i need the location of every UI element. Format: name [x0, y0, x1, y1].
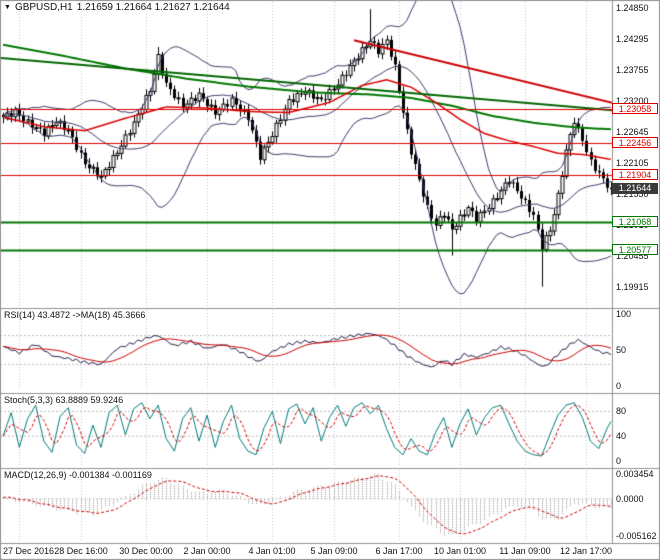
- price-level-tag: 1.22456: [612, 137, 658, 148]
- time-axis-label: 4 Jan 01:00: [248, 546, 296, 556]
- time-axis-label: 12 Jan 17:00: [559, 546, 613, 556]
- time-axis-label: 6 Jan 17:00: [375, 546, 423, 556]
- price-axis-label: 1.19915: [616, 282, 649, 292]
- macd-panel-label: MACD(12,26,9) -0.001384 -0.001169: [4, 470, 152, 480]
- time-axis-label: 28 Dec 16:00: [54, 546, 108, 556]
- macd-axis-label: -0.005162: [616, 531, 657, 541]
- price-level-tag: 1.20577: [612, 244, 658, 255]
- macd-axis-label: 0.0000: [616, 493, 644, 504]
- chart-ohlc-values: 1.21659 1.21664 1.21627 1.21644: [76, 2, 230, 13]
- time-axis-label: 2 Jan 00:00: [183, 546, 231, 556]
- price-axis-label: 1.23200: [616, 96, 649, 106]
- price-axis-label: 1.22105: [616, 158, 649, 168]
- current-price-tag: 1.21644: [612, 183, 658, 194]
- rsi-axis-label: 100: [616, 309, 632, 319]
- time-axis-label: 30 Dec 00:00: [119, 546, 173, 556]
- time-axis-label: 5 Jan 09:00: [310, 546, 358, 556]
- time-axis-label: 10 Jan 01:00: [433, 546, 487, 556]
- chart-symbol: GBPUSD,H1: [14, 2, 73, 13]
- chart-title: ▼ GBPUSD,H1 1.21659 1.21664 1.21627 1.21…: [4, 2, 230, 13]
- price-axis-label: 1.21550: [616, 189, 649, 199]
- macd-axis-label: 0.003454: [616, 469, 654, 479]
- stochastic-panel-label: Stoch(5,3,3) 63.8889 59.9246: [4, 395, 124, 405]
- stochastic-axis-label: 80: [616, 406, 627, 417]
- price-axis-label: 1.20455: [616, 251, 649, 261]
- price-level-tag: 1.21068: [612, 216, 658, 227]
- price-level-tag: 1.23058: [612, 103, 658, 114]
- chart-dropdown-icon[interactable]: ▼: [4, 4, 11, 11]
- time-axis-label: 11 Jan 09:00: [499, 546, 551, 556]
- rsi-axis-label: 0: [616, 381, 622, 391]
- price-level-tag: 1.21904: [612, 169, 658, 180]
- price-axis-label: 1.22645: [616, 127, 649, 137]
- stochastic-axis-label: 40: [616, 431, 627, 442]
- rsi-panel-label: RSI(14) 43.4872 ->MA(18) 45.3666: [4, 310, 146, 320]
- price-axis-label: 1.24850: [616, 3, 649, 13]
- price-axis-label: 1.23755: [616, 65, 649, 75]
- time-axis-label: 27 Dec 2016: [3, 546, 55, 556]
- price-axis-label: 1.24295: [616, 34, 649, 44]
- rsi-axis-label: 50: [616, 345, 627, 355]
- stochastic-axis-label: 0: [616, 456, 622, 466]
